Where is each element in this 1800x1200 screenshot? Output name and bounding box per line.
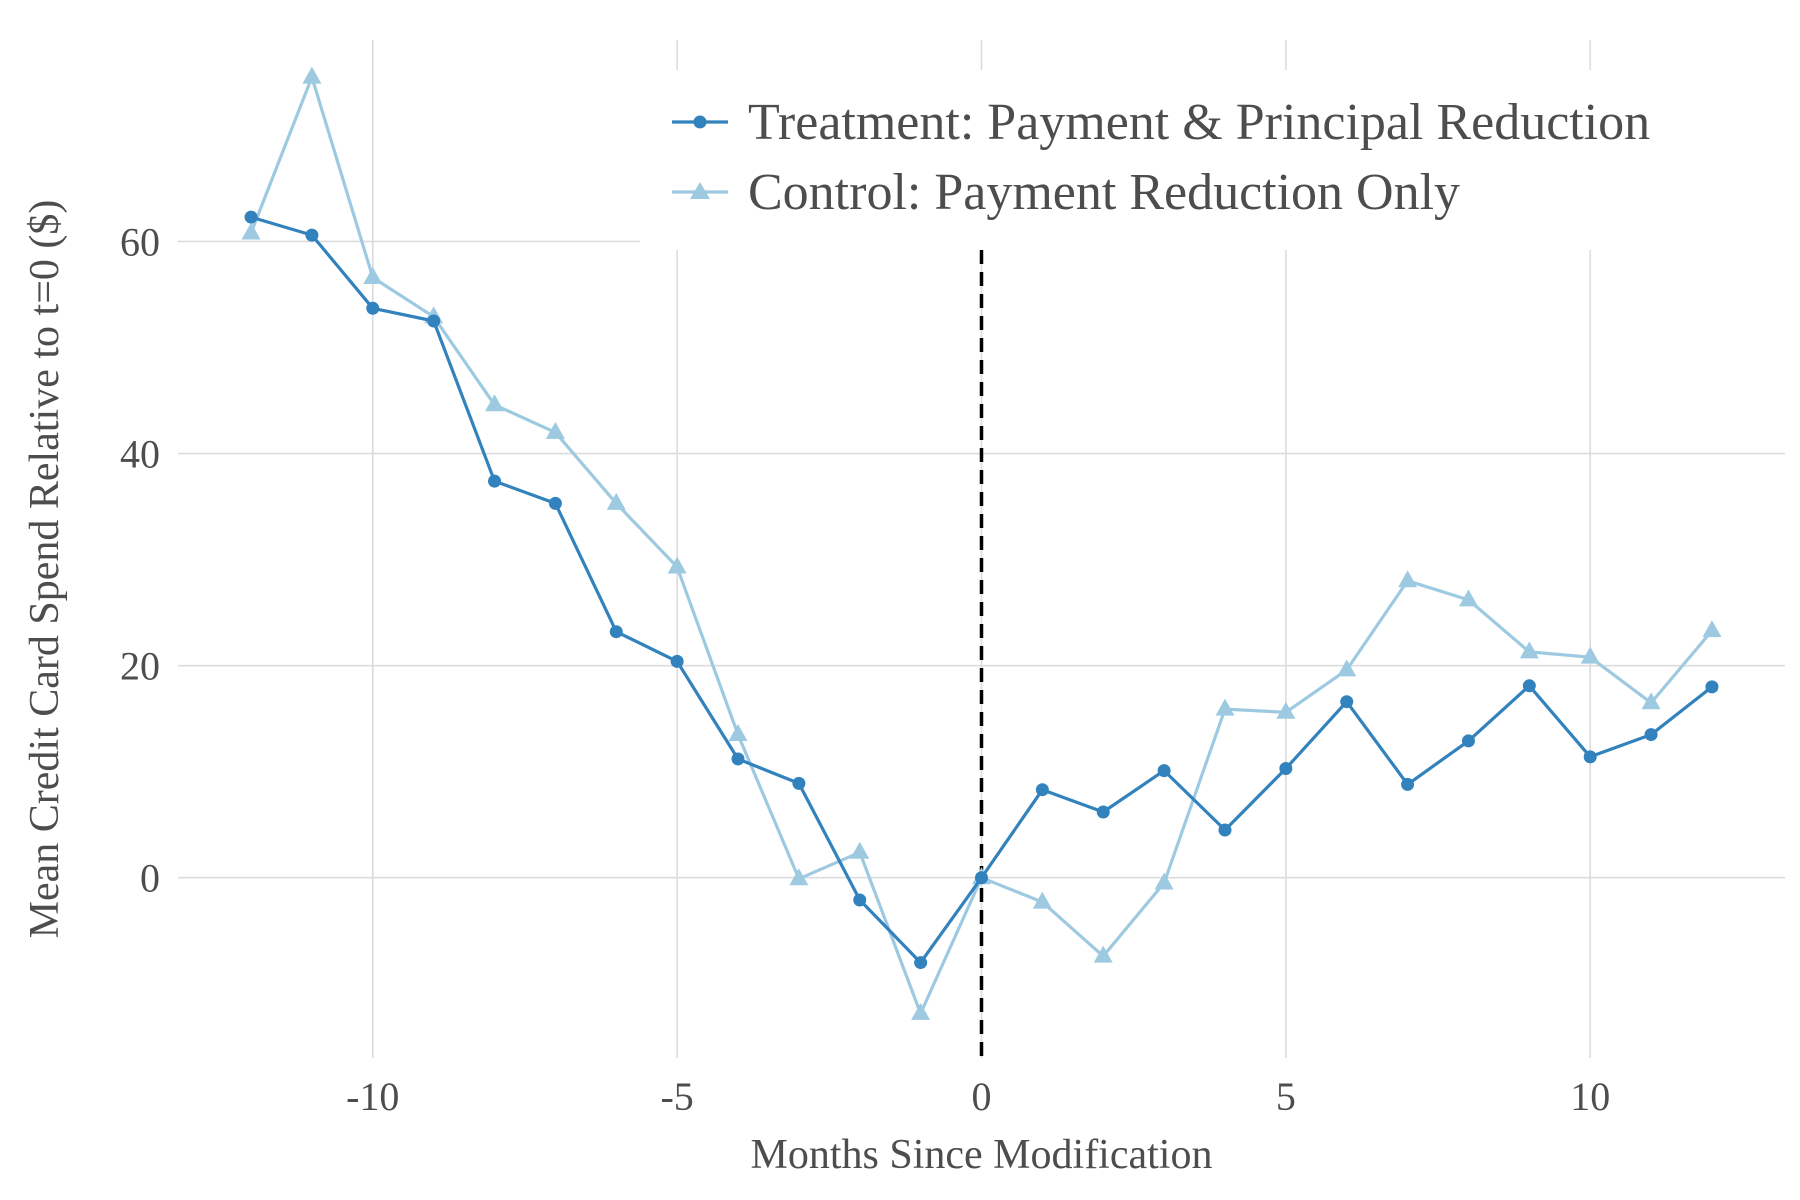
series-0-point-13 xyxy=(1035,783,1049,797)
series-1-point-5 xyxy=(545,421,565,439)
series-1-point-8 xyxy=(728,724,748,742)
series-0-point-12 xyxy=(975,871,988,885)
series-1-point-22 xyxy=(1580,646,1600,664)
x-tick-label-1: -5 xyxy=(660,1074,693,1119)
series-0-point-2 xyxy=(366,301,380,315)
x-tick-label-3: 5 xyxy=(1276,1074,1296,1119)
x-axis-title: Months Since Modification xyxy=(751,1132,1213,1178)
series-0-point-20 xyxy=(1461,734,1475,748)
legend-background xyxy=(640,70,1785,250)
series-0-point-3 xyxy=(427,314,441,328)
series-1-point-11 xyxy=(911,1002,931,1020)
y-tick-label-2: 40 xyxy=(120,432,160,477)
series-1-point-24 xyxy=(1702,620,1722,638)
series-0-point-14 xyxy=(1096,805,1110,819)
y-axis-title: Mean Credit Card Spend Relative to t=0 (… xyxy=(22,200,68,939)
series-1-point-0 xyxy=(241,222,261,240)
series-0-point-9 xyxy=(792,776,806,790)
x-tick-label-2: 0 xyxy=(972,1074,992,1119)
series-1-point-10 xyxy=(850,841,870,859)
series-0-point-17 xyxy=(1279,762,1293,776)
y-tick-label-3: 60 xyxy=(120,219,160,264)
series-1-point-7 xyxy=(667,556,687,574)
series-1-point-21 xyxy=(1519,641,1539,659)
series-1-point-6 xyxy=(606,492,626,510)
series-0-point-6 xyxy=(609,625,623,639)
series-0-point-19 xyxy=(1401,777,1415,791)
series-0-point-18 xyxy=(1340,695,1354,709)
x-tick-label-0: -10 xyxy=(346,1074,399,1119)
series-1-point-14 xyxy=(1093,945,1113,963)
series-1-point-16 xyxy=(1215,698,1235,716)
series-0-point-0 xyxy=(244,210,258,224)
series-0-point-7 xyxy=(670,654,684,668)
series-0-point-16 xyxy=(1218,823,1232,837)
series-1-point-9 xyxy=(789,868,809,886)
legend: Treatment: Payment & Principal Reduction… xyxy=(672,94,1650,221)
legend-box xyxy=(640,70,1785,250)
legend-item-1: Control: Payment Reduction Only xyxy=(672,164,1460,221)
series-1-point-2 xyxy=(363,266,383,284)
y-tick-label-1: 20 xyxy=(120,644,160,689)
legend-marker-0 xyxy=(693,115,707,129)
series-0-point-21 xyxy=(1522,679,1536,693)
series-0-point-4 xyxy=(488,474,502,488)
series-0-point-15 xyxy=(1157,764,1171,778)
series-1-point-1 xyxy=(302,66,322,84)
series-0-point-8 xyxy=(731,752,745,766)
series-1-point-19 xyxy=(1398,570,1418,588)
series-0 xyxy=(244,210,1719,970)
x-tick-label-4: 10 xyxy=(1570,1074,1610,1119)
series-1-point-4 xyxy=(485,394,505,412)
legend-label-0: Treatment: Payment & Principal Reduction xyxy=(748,94,1650,151)
series-0-point-24 xyxy=(1705,680,1719,694)
series-1-point-17 xyxy=(1276,701,1296,719)
series-1-point-15 xyxy=(1154,872,1174,890)
legend-label-1: Control: Payment Reduction Only xyxy=(748,164,1460,221)
series-0-point-1 xyxy=(305,228,319,242)
series-1-point-13 xyxy=(1032,891,1052,909)
series-1-point-18 xyxy=(1337,659,1357,677)
series-0-point-23 xyxy=(1644,728,1658,742)
y-tick-labels: 0 20 40 60 xyxy=(120,219,160,900)
x-tick-labels: -10 -5 0 5 10 xyxy=(346,1074,1610,1119)
series-1-point-20 xyxy=(1458,589,1478,607)
series-0-point-10 xyxy=(853,893,867,907)
series-1-point-23 xyxy=(1641,692,1661,710)
legend-marker-1 xyxy=(690,182,710,199)
series-0-point-22 xyxy=(1583,750,1597,764)
series-0-point-5 xyxy=(548,496,562,510)
y-tick-label-0: 0 xyxy=(140,856,160,901)
series-0-point-11 xyxy=(914,956,928,970)
legend-item-0: Treatment: Payment & Principal Reduction xyxy=(672,94,1650,151)
series-layer xyxy=(241,66,1722,1020)
